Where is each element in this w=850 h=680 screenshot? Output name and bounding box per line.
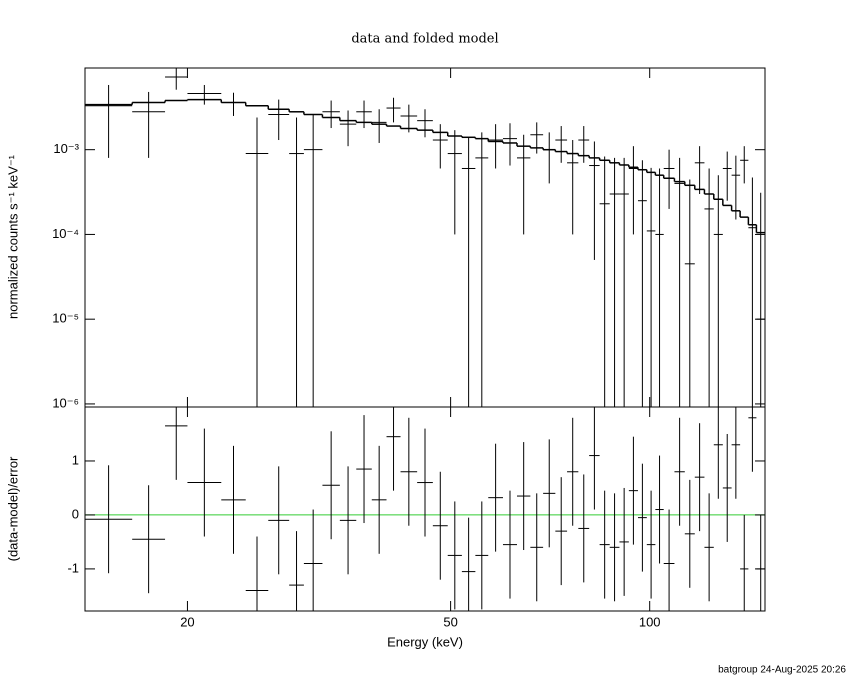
x-tick-label: 20 [180, 614, 194, 629]
x-tick-label: 100 [639, 614, 661, 629]
plot-area [85, 68, 765, 407]
y-tick-label: 10⁻⁶ [52, 395, 79, 410]
x-axis-label: Energy (keV) [387, 634, 463, 649]
y-tick-label: -1 [67, 560, 79, 575]
axes: 10⁻³ 10⁻⁴ 10⁻⁵ 10⁻⁶ -1 0 1 20 50 100 [52, 68, 765, 629]
panel-frame [84, 406, 766, 612]
chart-title: data and folded model [351, 32, 498, 47]
y-tick-label: 10⁻⁵ [52, 311, 79, 326]
x-tick-label: 50 [443, 614, 457, 629]
y-tick-label: 10⁻³ [53, 141, 79, 156]
y-tick-label: 10⁻⁴ [52, 226, 79, 241]
plot-area [85, 407, 765, 611]
y-tick-label: 1 [72, 452, 79, 467]
y-tick-label: 0 [72, 506, 79, 521]
y-axis-label: (data-model)/error [5, 456, 20, 561]
footer: batgroup 24-Aug-2025 20:26 [718, 665, 846, 676]
y-axis-label: normalized counts s⁻¹ keV⁻¹ [5, 154, 20, 319]
